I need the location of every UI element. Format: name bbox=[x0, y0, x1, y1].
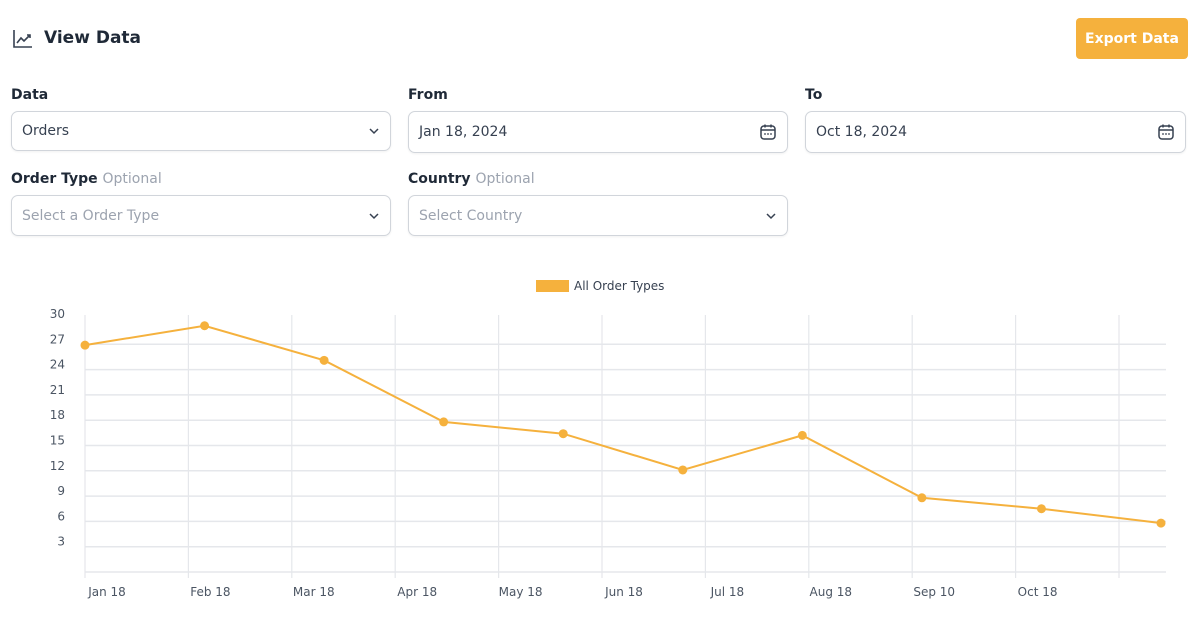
chevron-down-icon bbox=[766, 212, 776, 219]
chevron-down-icon bbox=[369, 212, 379, 219]
page-title: View Data bbox=[44, 28, 142, 48]
chevron-down-icon bbox=[369, 128, 379, 135]
y-tick-label: 9 bbox=[57, 484, 65, 498]
x-tick-label: Aug 18 bbox=[810, 585, 853, 599]
country-label: Country Optional bbox=[408, 171, 535, 187]
optional-tag: Optional bbox=[475, 171, 535, 187]
from-date-input[interactable]: Jan 18, 2024 bbox=[408, 111, 788, 153]
y-tick-label: 27 bbox=[50, 332, 65, 346]
x-tick-label: Oct 18 bbox=[1018, 585, 1058, 599]
y-tick-label: 21 bbox=[50, 383, 65, 397]
series-line bbox=[84, 324, 1162, 525]
data-point bbox=[1036, 504, 1046, 514]
from-label: From bbox=[408, 87, 448, 103]
export-data-button[interactable]: Export Data bbox=[1076, 18, 1188, 59]
x-tick-label: Jan 18 bbox=[87, 585, 126, 599]
x-tick-label: Sep 10 bbox=[913, 585, 955, 599]
order-type-label-text: Order Type bbox=[11, 171, 98, 187]
y-tick-label: 6 bbox=[57, 509, 65, 523]
y-tick-label: 15 bbox=[50, 434, 65, 448]
from-date-value: Jan 18, 2024 bbox=[419, 124, 508, 140]
y-tick-label: 24 bbox=[50, 358, 65, 372]
data-point bbox=[200, 321, 210, 331]
data-point bbox=[678, 465, 688, 475]
x-tick-label: Feb 18 bbox=[190, 585, 230, 599]
data-point bbox=[1156, 518, 1166, 528]
calendar-icon[interactable] bbox=[759, 123, 777, 141]
data-point bbox=[558, 429, 568, 439]
data-point bbox=[439, 417, 449, 427]
order-type-placeholder: Select a Order Type bbox=[22, 207, 160, 224]
optional-tag: Optional bbox=[102, 171, 162, 187]
to-label: To bbox=[805, 87, 823, 103]
order-type-select[interactable]: Select a Order Type bbox=[11, 195, 391, 236]
x-tick-label: Apr 18 bbox=[397, 585, 437, 599]
data-label: Data bbox=[11, 87, 49, 103]
x-tick-label: Mar 18 bbox=[293, 585, 335, 599]
data-select-value: Orders bbox=[22, 123, 70, 139]
line-chart: 3 6 9 12 15 18 21 24 27 30 Jan 18 Feb 18 Mar 18 Apr 1… bbox=[50, 307, 1166, 599]
chart-legend[interactable]: All Order Types bbox=[536, 279, 664, 293]
country-placeholder: Select Country bbox=[419, 207, 523, 224]
y-tick-label: 3 bbox=[57, 535, 65, 549]
country-label-text: Country bbox=[408, 171, 471, 187]
data-point bbox=[319, 355, 329, 365]
to-date-value: Oct 18, 2024 bbox=[816, 124, 907, 140]
data-point bbox=[797, 430, 807, 440]
to-date-input[interactable]: Oct 18, 2024 bbox=[805, 111, 1186, 153]
order-type-label: Order Type Optional bbox=[11, 171, 162, 187]
y-tick-label: 18 bbox=[50, 408, 65, 422]
line-chart-icon bbox=[12, 28, 34, 50]
calendar-icon[interactable] bbox=[1157, 123, 1175, 141]
country-select[interactable]: Select Country bbox=[408, 195, 788, 236]
legend-swatch bbox=[536, 280, 569, 292]
data-select[interactable]: Orders bbox=[11, 111, 391, 151]
y-tick-label: 12 bbox=[50, 459, 65, 473]
data-point bbox=[917, 493, 927, 503]
x-tick-label: Jul 18 bbox=[710, 585, 745, 599]
data-point bbox=[80, 340, 90, 350]
x-tick-label: May 18 bbox=[499, 585, 543, 599]
y-tick-label: 30 bbox=[50, 307, 65, 321]
legend-label: All Order Types bbox=[574, 279, 665, 293]
x-tick-label: Jun 18 bbox=[604, 585, 643, 599]
